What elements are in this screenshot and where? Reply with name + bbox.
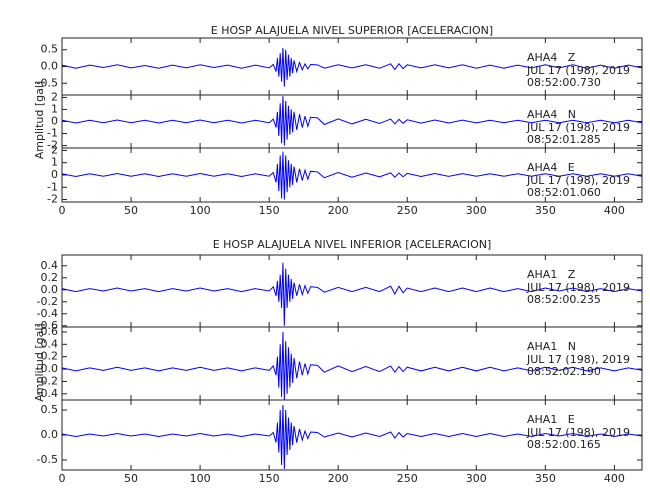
x-tick-label: 400 (604, 472, 625, 485)
y-tick-label: -1 (47, 127, 58, 140)
y-tick-label: 1 (51, 102, 58, 115)
time-label: 08:52:00.730 (527, 76, 601, 89)
station-label: AHA1 Z (527, 268, 576, 281)
station-label: AHA1 N (527, 340, 576, 353)
y-tick-label: 0 (51, 115, 58, 128)
station-label: AHA1 E (527, 413, 575, 426)
chart-title: E HOSP ALAJUELA NIVEL INFERIOR [ACELERAC… (213, 238, 492, 251)
trace (62, 96, 642, 146)
y-axis-label: Amplitud [gal] (33, 323, 46, 401)
y-tick-label: 0.5 (41, 403, 59, 416)
x-tick-label: 350 (535, 472, 556, 485)
y-tick-label: -0.2 (37, 295, 58, 308)
y-tick-label: 0.0 (41, 362, 59, 375)
x-tick-label: 50 (124, 472, 138, 485)
x-tick-label: 300 (466, 204, 487, 217)
trace (62, 404, 642, 470)
date-label: JUL 17 (198), 2019 (526, 121, 630, 134)
trace (62, 48, 642, 87)
y-tick-label: 0.4 (41, 259, 59, 272)
y-axis-label: Amplitud [gal] (33, 81, 46, 159)
y-tick-label: 2 (51, 90, 58, 103)
date-label: JUL 17 (198), 2019 (526, 174, 630, 187)
time-label: 08:52:00.165 (527, 438, 601, 451)
y-tick-label: 0.2 (41, 271, 59, 284)
y-tick-label: 0 (51, 168, 58, 181)
y-tick-label: 0.0 (41, 60, 59, 73)
date-label: JUL 17 (198), 2019 (526, 426, 630, 439)
y-tick-label: -0.4 (37, 307, 58, 320)
time-label: 08:52:00.235 (527, 293, 601, 306)
x-tick-label: 0 (59, 472, 66, 485)
y-tick-label: -0.2 (37, 374, 58, 387)
station-label: AHA4 N (527, 108, 576, 121)
y-tick-label: 0.5 (41, 43, 59, 56)
y-tick-label: 0.0 (41, 428, 59, 441)
x-tick-label: 150 (259, 472, 280, 485)
y-tick-label: 0.2 (41, 350, 59, 363)
y-tick-label: -2 (47, 193, 58, 206)
x-tick-label: 400 (604, 204, 625, 217)
y-tick-label: -1 (47, 180, 58, 193)
trace (62, 151, 642, 200)
time-label: 08:52:01.060 (527, 186, 601, 199)
y-tick-label: -0.5 (37, 76, 58, 89)
y-tick-label: -0.5 (37, 453, 58, 466)
x-tick-label: 350 (535, 204, 556, 217)
x-tick-label: 250 (397, 472, 418, 485)
x-tick-label: 100 (190, 472, 211, 485)
date-label: JUL 17 (198), 2019 (526, 353, 630, 366)
y-tick-label: -2 (47, 139, 58, 152)
date-label: JUL 17 (198), 2019 (526, 281, 630, 294)
date-label: JUL 17 (198), 2019 (526, 64, 630, 77)
x-tick-label: 250 (397, 204, 418, 217)
x-tick-label: 200 (328, 204, 349, 217)
x-tick-label: 200 (328, 472, 349, 485)
time-label: 08:52:02.190 (527, 365, 601, 378)
station-label: AHA4 Z (527, 51, 576, 64)
x-tick-label: 300 (466, 472, 487, 485)
trace (62, 262, 642, 326)
x-tick-label: 50 (124, 204, 138, 217)
x-tick-label: 0 (59, 204, 66, 217)
y-tick-label: 2 (51, 143, 58, 156)
y-tick-label: 0.6 (41, 325, 59, 338)
y-tick-label: 1 (51, 156, 58, 169)
chart-title: E HOSP ALAJUELA NIVEL SUPERIOR [ACELERAC… (211, 24, 493, 37)
x-tick-label: 100 (190, 204, 211, 217)
trace (62, 331, 642, 400)
y-tick-label: 0.0 (41, 283, 59, 296)
y-tick-label: -0.4 (37, 387, 58, 400)
station-label: AHA4 E (527, 161, 575, 174)
x-tick-label: 150 (259, 204, 280, 217)
time-label: 08:52:01.285 (527, 133, 601, 146)
y-tick-label: 0.4 (41, 337, 59, 350)
y-tick-label: -0.6 (37, 319, 58, 332)
